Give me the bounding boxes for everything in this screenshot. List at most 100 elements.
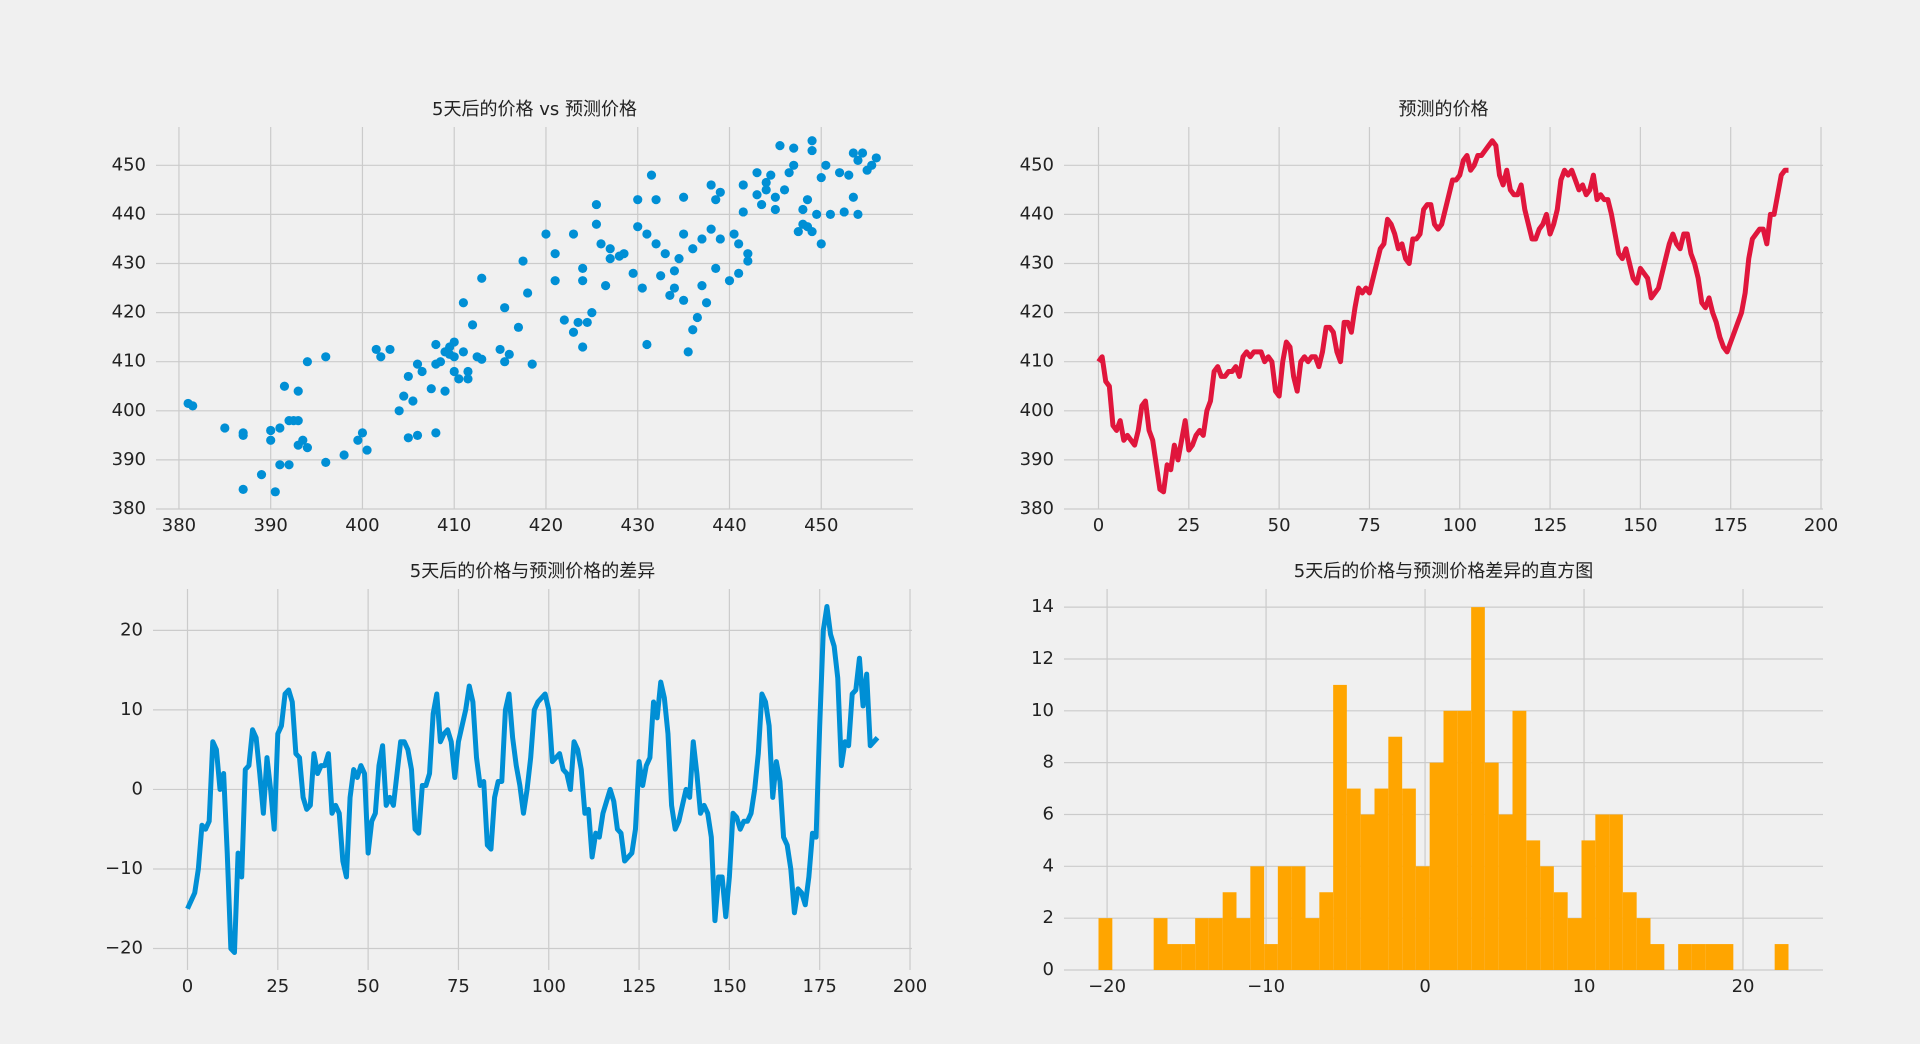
scatter-point (605, 253, 615, 264)
scatter-point (697, 234, 707, 244)
scatter-point (642, 339, 652, 350)
y-tick-label: 430 (1020, 252, 1054, 273)
y-tick-label: 380 (1020, 498, 1054, 519)
scatter-point (266, 425, 276, 436)
scatter-point (757, 199, 767, 210)
scatter-point (417, 366, 427, 377)
scatter-point (633, 195, 643, 205)
x-tick-label: 125 (622, 976, 656, 997)
scatter-point (463, 366, 473, 377)
scatter-point (766, 170, 776, 180)
x-tick-label: 75 (1358, 515, 1381, 536)
y-tick-label: 410 (112, 351, 146, 372)
scatter-point (798, 204, 808, 215)
scatter-point (426, 384, 436, 394)
histogram-bar (1581, 840, 1596, 970)
scatter-point (734, 239, 744, 249)
y-tick-label: −20 (105, 938, 143, 959)
scatter-point (284, 460, 294, 470)
scatter-point (688, 325, 698, 335)
x-tick-label: 150 (1623, 515, 1657, 536)
x-tick-label: 450 (804, 515, 838, 536)
y-tick-label: 10 (1031, 700, 1054, 721)
x-tick-label: 200 (1804, 515, 1838, 536)
scatter-point (302, 443, 312, 453)
y-tick-label: 400 (1020, 400, 1054, 421)
scatter-point (807, 226, 817, 237)
x-tick-label: 175 (1714, 515, 1748, 536)
scatter-point (775, 141, 785, 151)
scatter-point (642, 229, 652, 239)
scatter-point (357, 428, 368, 438)
scatter-point (669, 266, 680, 276)
y-tick-label: −10 (105, 858, 143, 879)
scatter-point (578, 263, 588, 274)
scatter-point (431, 428, 441, 438)
scatter-point (743, 249, 753, 259)
scatter-point (568, 327, 579, 337)
x-tick-label: 0 (1419, 976, 1430, 997)
y-tick-label: 390 (1020, 449, 1054, 470)
scatter-point (339, 450, 349, 460)
scatter-point (752, 168, 762, 178)
scatter-point (578, 276, 588, 286)
x-tick-label: −10 (1247, 976, 1285, 997)
y-tick-label: 0 (1043, 959, 1054, 980)
scatter-point (637, 283, 647, 293)
histogram-bar (1153, 918, 1168, 970)
histogram-bar (1622, 892, 1637, 970)
scatter-point (729, 229, 739, 239)
scatter-point (399, 391, 409, 401)
scatter-point (848, 148, 858, 158)
histogram-bar (1650, 944, 1665, 970)
x-tick-label: 10 (1573, 976, 1596, 997)
x-tick-label: 100 (1443, 515, 1477, 536)
y-tick-label: 400 (112, 400, 146, 421)
chart-title: 5天后的价格 vs 预测价格 (432, 99, 637, 120)
chart-title: 5天后的价格与预测价格差异的直方图 (1294, 561, 1593, 582)
x-tick-label: 420 (529, 515, 563, 536)
y-tick-label: 8 (1043, 752, 1054, 773)
scatter-point (784, 168, 794, 178)
scatter-point (523, 288, 533, 298)
scatter-point (770, 204, 780, 215)
scatter-point (738, 207, 748, 217)
scatter-point (752, 190, 762, 200)
scatter-point (793, 226, 803, 237)
x-tick-label: 200 (893, 976, 927, 997)
scatter-point (527, 359, 537, 369)
scatter-point (605, 244, 615, 254)
scatter-point (669, 283, 680, 293)
scatter-point (518, 256, 528, 266)
scatter-point (683, 347, 693, 357)
scatter-point (770, 192, 780, 202)
scatter-point (738, 180, 748, 190)
scatter-point (857, 148, 868, 158)
histogram-bar (1636, 918, 1651, 970)
scatter-point (403, 433, 413, 443)
scatter-point (238, 430, 248, 440)
histogram-bar (1360, 814, 1375, 970)
histogram-bar (1291, 866, 1306, 970)
histogram-bar (1540, 866, 1554, 970)
scatter-point (440, 386, 450, 396)
histogram-bar (1195, 918, 1209, 970)
histogram-bar (1471, 607, 1485, 970)
x-tick-label: 25 (1177, 515, 1200, 536)
scatter-point (701, 298, 712, 308)
x-tick-label: −20 (1088, 976, 1126, 997)
histogram-bar (1498, 814, 1513, 970)
scatter-point (541, 229, 551, 239)
scatter-point (238, 484, 248, 494)
scatter-point (353, 435, 363, 445)
scatter-point (362, 445, 372, 455)
scatter-point (596, 239, 606, 249)
histogram-bar (1774, 944, 1789, 970)
scatter-point (477, 354, 487, 364)
scatter-point (220, 423, 230, 433)
histogram-bar (1443, 710, 1458, 970)
histogram-bar (1222, 892, 1237, 970)
y-tick-label: 4 (1043, 855, 1054, 876)
